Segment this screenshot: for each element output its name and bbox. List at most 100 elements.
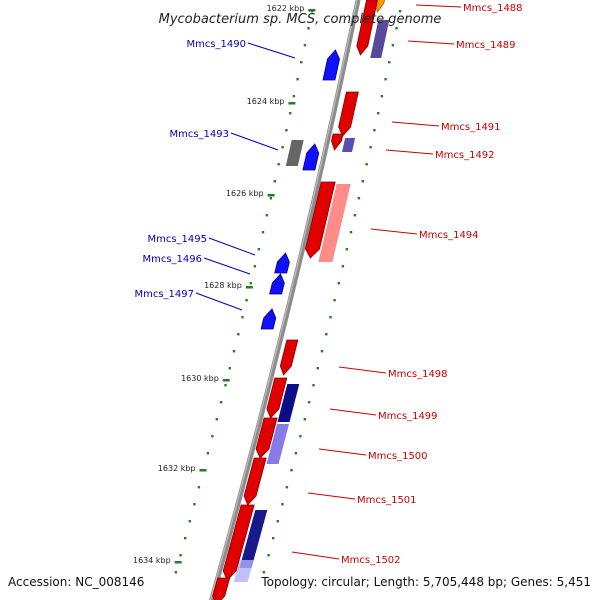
scale-tick (265, 214, 269, 217)
kbp-tick (308, 9, 316, 12)
gene-arrow-mmcs-1490 (322, 49, 340, 81)
gene-label-mmcs-1502[interactable]: Mmcs_1502 (341, 555, 401, 566)
scale-tick (333, 299, 336, 302)
scale-tick (357, 197, 361, 200)
gene-label-mmcs-1496[interactable]: Mmcs_1496 (142, 254, 202, 265)
gene-bar-mmcs-1494-shade (318, 184, 351, 262)
genome-backbone (209, 0, 361, 600)
leader-line-mmcs-1492 (385, 149, 434, 155)
backbone-layer (209, 0, 361, 600)
scale-tick (300, 61, 303, 64)
scale-tick (215, 418, 218, 421)
gene-labels-layer: Mmcs_1488 Mmcs_1489 Mmcs_1490 Mmcs_1491 Mmcs… (134, 3, 522, 566)
gene-label-mmcs-1500[interactable]: Mmcs_1500 (368, 451, 428, 462)
scale-tick (296, 78, 299, 81)
leader-line-mmcs-1488 (415, 4, 462, 8)
scale-tick (294, 452, 298, 455)
scale-tick (224, 384, 227, 387)
gene-bar-mmcs-1502-dark (239, 510, 268, 568)
gene-arrow-mmcs-1499 (266, 377, 288, 419)
gene-bar-mmcs-1493-gray (285, 140, 304, 166)
gene-label-mmcs-1495[interactable]: Mmcs_1495 (147, 234, 207, 245)
scale-tick (285, 486, 289, 489)
gene-arrow-mmcs-1494 (305, 181, 336, 259)
scale-tick (384, 78, 387, 81)
kbp-tick (267, 194, 275, 197)
genome-backbone-highlight (209, 0, 358, 600)
kbp-label: 1634 kbp (133, 556, 171, 565)
scale-tick (307, 401, 311, 404)
gene-label-mmcs-1494[interactable]: Mmcs_1494 (419, 230, 479, 241)
gene-features-layer (212, 0, 390, 600)
kbp-label: 1626 kbp (226, 189, 264, 198)
scale-tick (261, 231, 265, 234)
scale-tick (269, 197, 273, 200)
gene-label-mmcs-1489[interactable]: Mmcs_1489 (456, 40, 516, 51)
scale-tick (337, 282, 340, 285)
gene-arrow-mmcs-1491 (338, 91, 359, 137)
leader-line-mmcs-1498 (338, 366, 387, 374)
scale-tick (206, 452, 210, 455)
scale-tick (395, 27, 398, 30)
gene-bar-mmcs-1500-shade (266, 424, 290, 464)
scale-tick (219, 401, 223, 404)
gene-arrow-mmcs-1493 (302, 143, 320, 171)
scale-tick (369, 146, 372, 149)
scale-tick (341, 265, 345, 268)
gene-label-mmcs-1492[interactable]: Mmcs_1492 (435, 150, 495, 161)
leader-line-mmcs-1501 (307, 492, 356, 500)
leader-line-mmcs-1496 (203, 257, 251, 275)
kbp-label: 1628 kbp (204, 281, 242, 290)
tick-marks-layer (174, 10, 402, 574)
scale-tick (373, 129, 376, 132)
scale-tick (361, 180, 364, 183)
gene-label-mmcs-1491[interactable]: Mmcs_1491 (441, 122, 501, 133)
scale-tick (289, 112, 292, 115)
scale-tick (174, 571, 178, 574)
scale-tick (281, 146, 284, 149)
leader-line-mmcs-1491 (391, 121, 440, 127)
scale-tick (188, 520, 191, 523)
gene-arrow-mmcs-1501 (243, 457, 267, 506)
kbp-scale-layer: 1622 kbp 1624 kbp 1626 kbp 1628 kbp 1630 kbp… (133, 4, 316, 565)
scale-tick (253, 265, 257, 268)
gene-label-mmcs-1493[interactable]: Mmcs_1493 (169, 129, 229, 140)
scale-tick (312, 384, 315, 387)
leader-line-mmcs-1495 (208, 237, 256, 256)
gene-label-mmcs-1499[interactable]: Mmcs_1499 (378, 411, 438, 422)
gene-label-mmcs-1501[interactable]: Mmcs_1501 (357, 495, 417, 506)
scale-tick (237, 333, 240, 336)
scale-tick (272, 537, 275, 540)
scale-tick (329, 316, 332, 319)
scale-tick (292, 95, 296, 98)
leader-line-mmcs-1497 (195, 292, 243, 311)
leader-line-mmcs-1489 (407, 40, 455, 45)
scale-tick (228, 367, 231, 370)
scale-tick (197, 486, 201, 489)
gene-arrow-mmcs-1500 (255, 417, 278, 459)
kbp-label: 1630 kbp (181, 374, 219, 383)
scale-tick (345, 248, 349, 251)
scale-tick (377, 112, 380, 115)
scale-tick (380, 95, 384, 98)
kbp-label: 1622 kbp (267, 4, 305, 13)
gene-label-mmcs-1497[interactable]: Mmcs_1497 (134, 289, 194, 300)
leader-line-mmcs-1500 (318, 448, 367, 456)
gene-arrow-mmcs-1497 (260, 308, 277, 330)
scale-tick (179, 554, 182, 557)
leader-line-mmcs-1499 (329, 408, 377, 416)
gene-label-mmcs-1490[interactable]: Mmcs_1490 (186, 39, 246, 50)
gene-label-mmcs-1498[interactable]: Mmcs_1498 (388, 369, 448, 380)
scale-tick (349, 231, 353, 234)
scale-tick (281, 503, 284, 506)
scale-tick (262, 571, 266, 574)
scale-tick (353, 214, 357, 217)
genome-summary-text: Topology: circular; Length: 5,705,448 bp… (260, 575, 591, 589)
scale-tick (245, 299, 248, 302)
gene-label-mmcs-1488[interactable]: Mmcs_1488 (463, 3, 523, 14)
gene-bar-mmcs-1492 (341, 138, 356, 152)
scale-tick (388, 61, 391, 64)
scale-tick (290, 469, 293, 472)
scale-tick (325, 333, 328, 336)
